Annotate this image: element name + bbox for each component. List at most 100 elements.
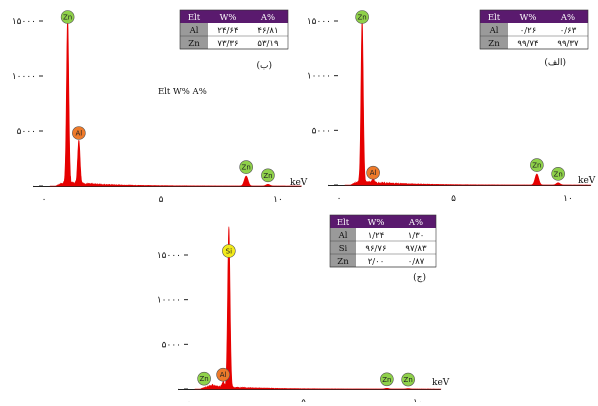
y-tick-label: ۵۰۰۰ — [17, 127, 36, 137]
panel-label: (ب) — [256, 60, 272, 71]
table-header-cell: W% — [520, 13, 537, 23]
peak-label-al: Al — [220, 371, 227, 379]
table-value-cell-bg — [208, 36, 288, 49]
peak-badge-zn — [239, 160, 253, 174]
table-label-cell-bg — [330, 228, 356, 241]
peak-label-zn: Zn — [200, 375, 209, 383]
x-tick-label: ۰ — [42, 195, 47, 205]
panel-label: (ج) — [413, 272, 426, 283]
table-value-cell: ۹۹/۷۴ — [517, 39, 539, 49]
table-element-cell: Al — [338, 231, 348, 241]
table-header-bg — [330, 215, 436, 228]
table-element-cell: Al — [489, 26, 499, 36]
peak-label-zn: Zn — [532, 162, 541, 170]
y-tick-label: ۰ — [31, 182, 36, 192]
peak-label-zn: Zn — [382, 376, 391, 384]
y-tick-label: ۱۵۰۰۰ — [12, 17, 36, 27]
table-value-cell: ۰/۸۷ — [408, 257, 425, 267]
y-tick-label: ۱۰۰۰۰ — [12, 72, 36, 82]
x-unit-label: keV — [432, 378, 450, 388]
table-value-cell-bg — [508, 36, 588, 49]
table-header-cell: W% — [368, 218, 385, 228]
table-value-cell-bg — [508, 23, 588, 36]
y-tick-label: ۱۰۰۰۰ — [307, 72, 331, 82]
chart-panel-1: ۰ ۵ ۱۰ ۰ ۵۰۰۰ ۱۰۰۰۰ ۱۵۰۰۰ keV Zn Al Zn Zn Elt W% A% Al ۲… — [12, 9, 308, 205]
y-tick-label: ۱۵۰۰۰ — [307, 17, 331, 27]
table-header-bg — [480, 10, 588, 23]
table-value-cell: ۹۹/۳۷ — [557, 39, 579, 49]
table-label-cell-bg — [480, 36, 508, 49]
table-label-cell-bg — [330, 241, 356, 254]
peak-badge-zn — [401, 372, 415, 387]
table-element-cell: Si — [339, 244, 348, 254]
chart-panel-3: ۰ ۵ ۱۰ ۰ ۵۰۰۰ ۱۰۰۰۰ ۱۵۰۰۰ keV Zn Al Si Zn Zn Elt W% A% A… — [157, 214, 450, 406]
panel-label: (الف) — [544, 57, 566, 68]
spectrum-trace — [49, 16, 302, 187]
peak-label-al: Al — [370, 169, 377, 177]
table-value-cell-bg — [356, 228, 436, 241]
y-tick-label: ۰ — [176, 385, 181, 395]
x-unit-label: keV — [290, 178, 308, 188]
y-tick-label: ۱۰۰۰۰ — [157, 296, 181, 306]
table-label-cell-bg — [180, 23, 208, 36]
x-tick-label: ۰ — [187, 398, 192, 402]
spectrum-trace — [344, 18, 592, 186]
peak-label-zn: Zn — [63, 14, 72, 22]
x-tick-label: ۱۰ — [563, 194, 573, 204]
peak-label-zn: Zn — [554, 170, 563, 178]
table-label-cell-bg — [180, 36, 208, 49]
y-tick-label: ۵۰۰۰ — [162, 340, 181, 350]
table-header-cell: W% — [220, 13, 237, 23]
table-value-cell: ۷۳/۳۶ — [217, 39, 239, 49]
table-element-cell: Zn — [188, 39, 200, 49]
x-unit-label: keV — [578, 176, 596, 186]
table-label-cell-bg — [480, 23, 508, 36]
table-value-cell-bg — [356, 241, 436, 254]
peak-badge-zn — [197, 371, 211, 386]
peak-badge-zn — [530, 158, 544, 172]
table-element-cell: Zn — [488, 39, 500, 49]
y-tick-label: ۰ — [326, 181, 331, 191]
x-tick-label: ۱۰ — [273, 195, 283, 205]
y-tick-label: ۱۵۰۰۰ — [157, 251, 181, 261]
chart-panel-2: ۰ ۵ ۱۰ ۰ ۵۰۰۰ ۱۰۰۰۰ ۱۵۰۰۰ keV Zn Al Zn Zn Elt W% A% Al ۰… — [307, 9, 596, 204]
table-value-cell: ۵۳/۱۹ — [257, 39, 279, 49]
peak-label-zn: Zn — [404, 376, 413, 384]
peak-badge-al — [72, 126, 86, 140]
table-header-bg — [180, 10, 288, 23]
table-value-cell: ۹۷/۸۳ — [405, 244, 427, 254]
table-value-cell-bg — [356, 254, 436, 267]
table-label-cell-bg — [330, 254, 356, 267]
peak-badge-zn — [551, 167, 565, 181]
table-value-cell: ۹۶/۷۶ — [365, 244, 387, 254]
peak-badge-zn — [355, 10, 369, 24]
table-value-cell: ۱/۳۰ — [408, 231, 425, 241]
table-header-cell: Elt — [188, 13, 201, 23]
spectrum-trace — [194, 226, 442, 390]
floating-header-text: Elt W% A% — [158, 87, 207, 97]
table-element-cell: Al — [189, 26, 199, 36]
y-tick-label: ۵۰۰۰ — [312, 126, 331, 136]
x-tick-label: ۰ — [337, 194, 342, 204]
peak-badge-al — [366, 165, 380, 180]
peak-label-zn: Zn — [358, 14, 367, 22]
x-tick-label: ۵ — [159, 195, 164, 205]
peak-label-al: Al — [75, 130, 82, 138]
x-tick-label: ۵ — [301, 398, 306, 402]
table-header-cell: A% — [408, 218, 423, 228]
table-value-cell-bg — [208, 23, 288, 36]
peak-badge-al — [216, 367, 230, 382]
peak-badge-zn — [380, 372, 394, 387]
peak-badge-si — [222, 244, 236, 258]
peak-label-si: Si — [226, 248, 232, 256]
table-value-cell: ۲۴/۶۴ — [217, 26, 239, 36]
peak-badge-zn — [60, 10, 75, 24]
table-value-cell: ۰/۲۶ — [520, 26, 537, 36]
table-element-cell: Zn — [337, 257, 349, 267]
peak-badge-zn — [261, 168, 275, 183]
table-value-cell: ۰/۶۳ — [560, 26, 577, 36]
table-value-cell: ۲/۰۰ — [368, 257, 385, 267]
peak-label-zn: Zn — [242, 164, 251, 172]
peak-label-zn: Zn — [263, 172, 272, 180]
